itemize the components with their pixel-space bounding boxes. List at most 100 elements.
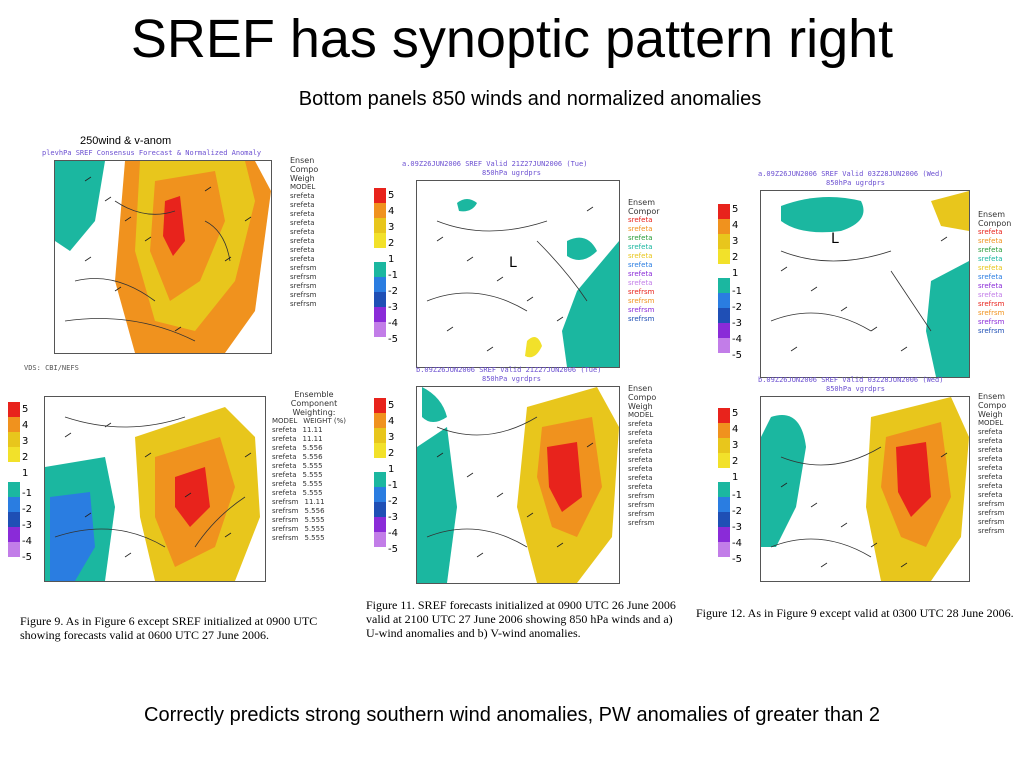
right-top-map-svg: L	[770, 191, 969, 377]
legend-model: srefeta	[628, 252, 653, 260]
legend-weight: 5.555	[302, 480, 323, 488]
legend-model: srefrsm	[290, 291, 317, 299]
legend-weight: 5.556	[304, 507, 325, 515]
colorbar-label: 5	[732, 408, 739, 419]
colorbar-seg	[718, 482, 730, 497]
legend-model: srefeta	[272, 426, 297, 434]
legend-model: srefrsm	[272, 534, 299, 542]
colorbar-seg	[718, 249, 730, 264]
colorbar-seg	[718, 264, 730, 278]
colorbar-seg	[718, 423, 730, 438]
right-bottom-title-1: b.09Z26JUN2006 SREF Valid 03Z28JUN2006 (…	[758, 376, 944, 384]
legend-model: srefeta	[628, 447, 653, 455]
legend-weight: 5.556	[302, 444, 323, 452]
legend-header-line: Ensen	[628, 384, 653, 393]
colorbar-seg	[8, 527, 20, 542]
colorbar-label: 1	[732, 268, 739, 279]
legend-weight: 11.11	[302, 426, 323, 434]
colorbar-label: -2	[388, 496, 398, 507]
legend-model: srefeta	[628, 270, 653, 278]
legend-col-weight: WEIGHT (%)	[303, 417, 346, 425]
colorbar-seg	[374, 443, 386, 458]
legend-model: srefeta	[272, 444, 297, 452]
legend-header-line: Weigh	[628, 402, 653, 411]
colorbar-label: -3	[388, 512, 398, 523]
left-top-credit: VDS: CBI/NEFS	[24, 364, 79, 372]
legend-model: srefeta	[628, 216, 653, 224]
legend-model: srefeta	[978, 264, 1003, 272]
legend-row: srefeta 11.11	[272, 435, 356, 444]
middle-bottom-title-2: 850hPa vgrdprs	[482, 375, 542, 383]
colorbar-seg	[718, 338, 730, 353]
colorbar-label: 2	[388, 238, 395, 249]
legend-row: srefeta 5.556	[272, 444, 356, 453]
legend-weight: 11.11	[302, 435, 323, 443]
legend-model: srefeta	[978, 455, 1003, 463]
colorbar-label: 1	[22, 468, 29, 479]
left-panel-label: 250wind & v-anom	[80, 135, 172, 147]
legend-model: srefeta	[290, 219, 315, 227]
colorbar-seg	[718, 219, 730, 234]
legend-model: srefeta	[978, 437, 1003, 445]
colorbar-label: 4	[388, 416, 395, 427]
colorbar-label: 1	[388, 464, 395, 475]
legend-row: srefeta 5.555	[272, 489, 356, 498]
legend-row: srefrsm 5.555	[272, 534, 356, 543]
colorbar-label: -4	[388, 528, 398, 539]
left-bottom-figure: 5 4 3 2 1 -1 -2 -3 -4 -5 Ensemble Compon…	[4, 388, 358, 586]
right-top-title-1: a.09Z26JUN2006 SREF Valid 03Z28JUN2006 (…	[758, 170, 944, 178]
left-bottom-legend: Ensemble Component Weighting: MODEL WEIG…	[272, 390, 356, 543]
left-caption: Figure 9. As in Figure 6 except SREF ini…	[20, 614, 318, 642]
colorbar-label: -1	[732, 286, 742, 297]
legend-model: srefeta	[628, 429, 653, 437]
legend-model: srefeta	[628, 483, 653, 491]
colorbar-label: 5	[388, 400, 395, 411]
colorbar-label: 1	[732, 472, 739, 483]
legend-header-line: Ensem	[978, 392, 1006, 401]
legend-model: srefrsm	[290, 300, 317, 308]
right-bottom-map-svg	[761, 397, 969, 581]
legend-row: srefeta 5.555	[272, 462, 356, 471]
colorbar-label: 4	[732, 220, 739, 231]
colorbar-seg	[374, 292, 386, 307]
legend-model: srefrsm	[978, 327, 1005, 335]
colorbar-label: -5	[22, 552, 32, 563]
legend-row: srefrsm 5.555	[272, 516, 356, 525]
legend-row: srefeta 5.556	[272, 453, 356, 462]
legend-header-line: Compor	[628, 207, 660, 216]
colorbar-label: 2	[388, 448, 395, 459]
colorbar-label: -5	[388, 334, 398, 345]
legend-weight: 5.556	[302, 453, 323, 461]
legend-header-line: Compo	[628, 393, 657, 402]
legend-model: srefeta	[978, 491, 1003, 499]
colorbar-label: -1	[22, 488, 32, 499]
colorbar-seg	[718, 204, 730, 219]
legend-model: srefeta	[978, 246, 1003, 254]
legend-model: srefeta	[272, 489, 297, 497]
legend-header-line: Ensen	[290, 156, 315, 165]
left-bottom-map	[44, 396, 266, 582]
legend-model: srefrsm	[628, 519, 655, 527]
colorbar-seg	[718, 497, 730, 512]
legend-model: srefeta	[628, 279, 653, 287]
legend-row: srefeta 5.555	[272, 471, 356, 480]
legend-header-line: Ensemble	[294, 390, 334, 399]
legend-row: srefeta 5.555	[272, 480, 356, 489]
legend-weight: 5.555	[304, 525, 325, 533]
legend-weight: 11.11	[304, 498, 325, 506]
legend-model: MODEL	[978, 419, 1004, 427]
middle-bottom-map	[416, 386, 620, 584]
colorbar-seg	[374, 188, 386, 203]
colorbar-label: -2	[732, 506, 742, 517]
legend-header-line: Ensem	[628, 198, 656, 207]
middle-top-map: L	[416, 180, 620, 368]
colorbar-label: 1	[388, 254, 395, 265]
left-colorbar	[8, 402, 20, 557]
legend-model: srefeta	[978, 282, 1003, 290]
colorbar-seg	[8, 512, 20, 527]
middle-top-map-svg: L	[426, 199, 619, 367]
legend-model: srefrsm	[628, 492, 655, 500]
colorbar-seg	[718, 408, 730, 423]
colorbar-seg	[718, 438, 730, 453]
legend-model: srefeta	[272, 435, 297, 443]
